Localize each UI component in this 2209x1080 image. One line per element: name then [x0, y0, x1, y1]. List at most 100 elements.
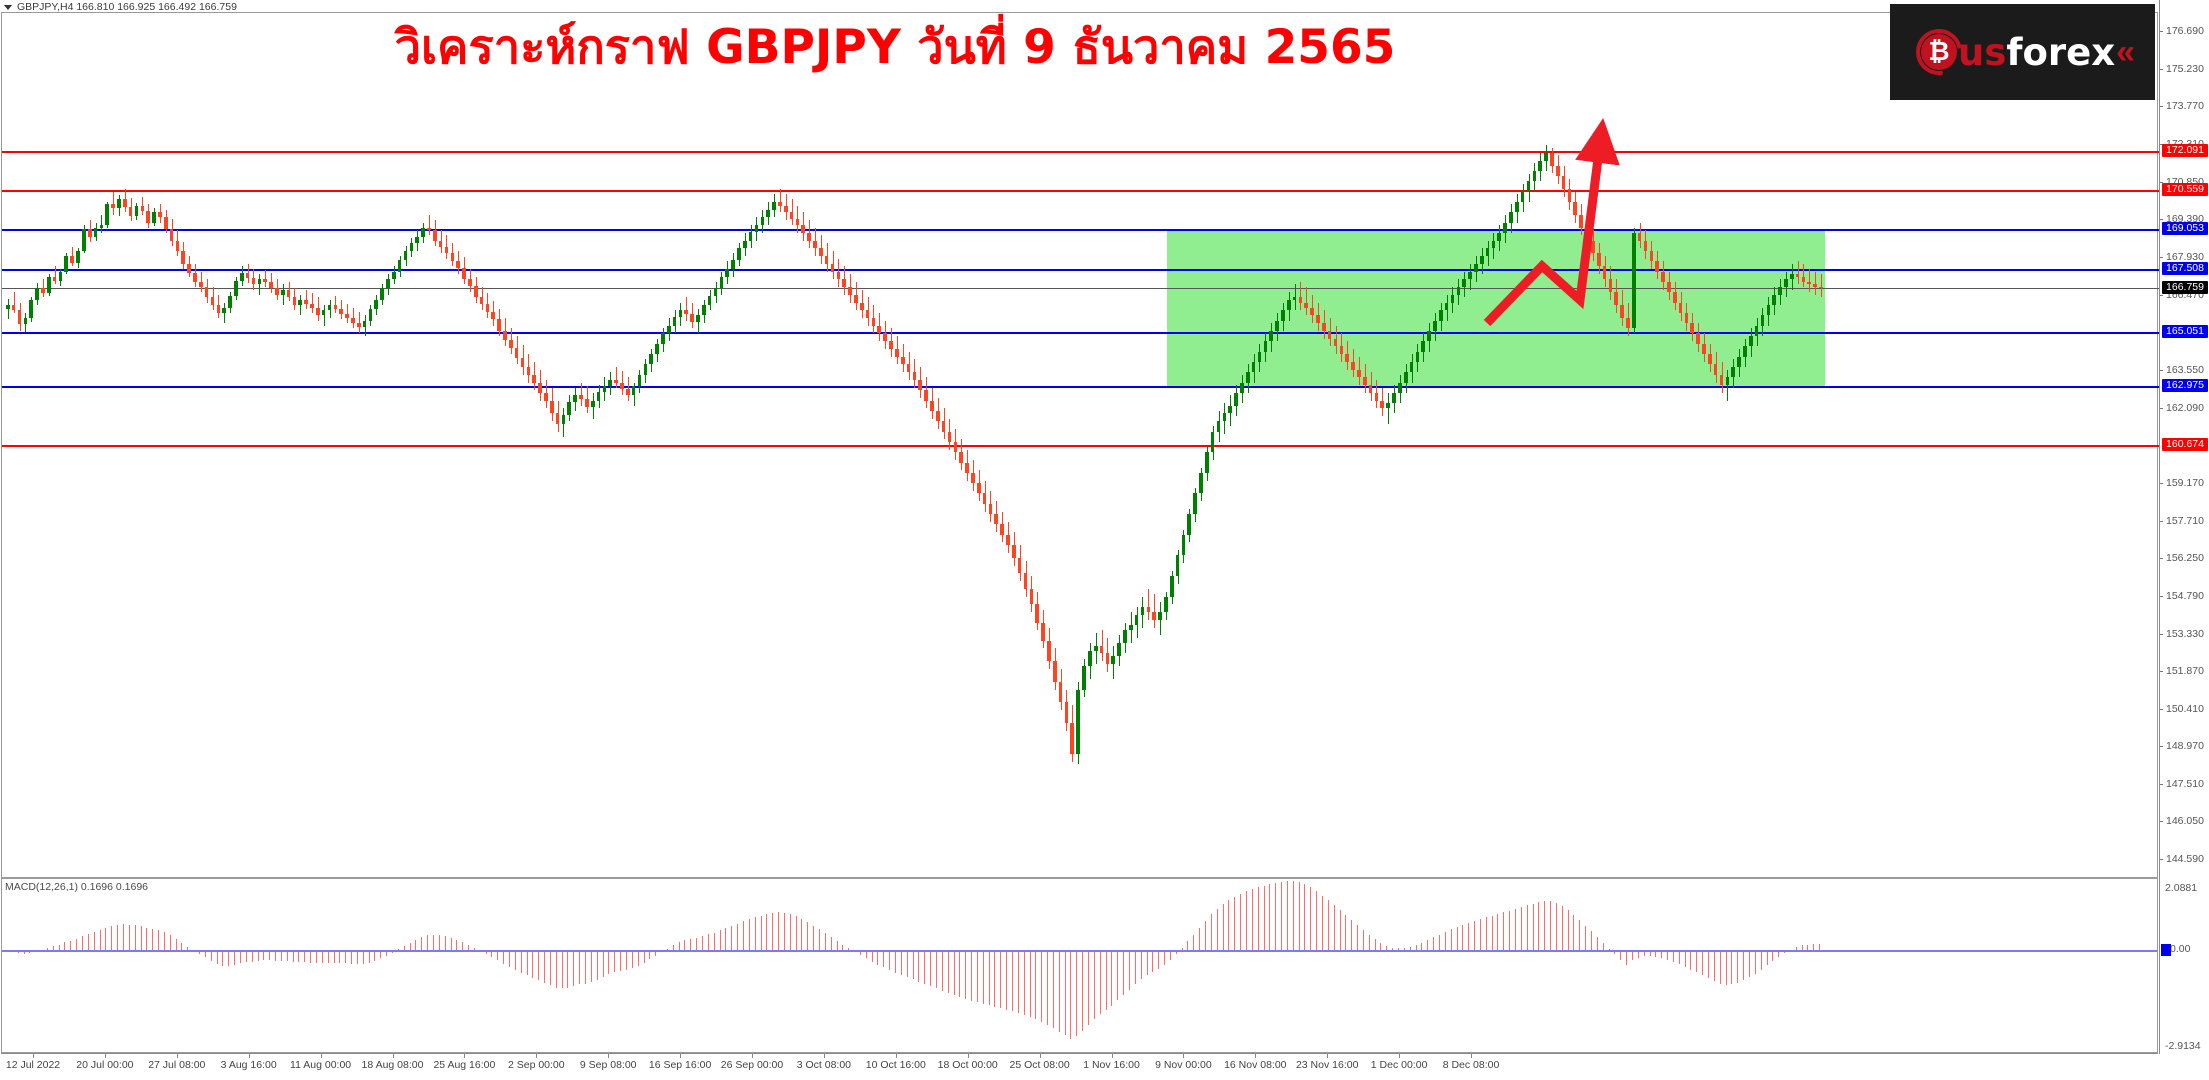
price-level-badge-169.053[interactable]: 169.053: [2162, 221, 2208, 235]
macd-bar: [509, 951, 510, 967]
macd-bar: [544, 951, 546, 983]
macd-bar: [1579, 920, 1581, 952]
macd-bar: [1409, 946, 1411, 952]
macd-zero-badge[interactable]: [2161, 944, 2171, 957]
macd-bar: [1117, 951, 1119, 1001]
level-line-172.091[interactable]: [2, 150, 2159, 153]
date-tick-label: 25 Oct 08:00: [1009, 1059, 1070, 1071]
macd-bar: [1708, 951, 1710, 979]
date-tick: [967, 1054, 969, 1058]
macd-bar: [1222, 903, 1224, 952]
macd-bar: [310, 951, 312, 963]
price-level-badge-172.091[interactable]: 172.091: [2162, 143, 2208, 157]
level-line-165.051[interactable]: [2, 332, 2159, 335]
symbol-ohlc-text: GBPJPY,H4 166.810 166.925 166.492 166.75…: [17, 1, 237, 13]
macd-bar: [1052, 951, 1054, 1029]
macd-bar: [1205, 920, 1207, 952]
macd-bar: [1620, 951, 1622, 960]
macd-bar: [772, 912, 774, 952]
macd-bar: [1088, 951, 1090, 1025]
price-tick-label: 147.510: [2166, 777, 2204, 790]
macd-bar: [719, 930, 721, 952]
macd-bar: [1327, 900, 1329, 952]
macd-indicator-pane[interactable]: [1, 878, 2158, 1053]
macd-bar: [1474, 920, 1476, 952]
level-line-166.759[interactable]: [2, 288, 2159, 290]
price-level-badge-162.975[interactable]: 162.975: [2162, 378, 2208, 392]
date-tick: [248, 1054, 250, 1058]
macd-bar: [912, 951, 914, 980]
macd-bar: [1339, 910, 1341, 952]
macd-bar: [438, 934, 440, 952]
price-axis[interactable]: 176.690175.230173.770172.310170.850169.3…: [2159, 0, 2209, 1054]
macd-bar: [1456, 927, 1458, 952]
macd-bar: [1199, 927, 1201, 952]
macd-bar: [374, 951, 376, 961]
level-line-160.674[interactable]: [2, 445, 2159, 448]
macd-bar: [485, 951, 487, 955]
macd-bar: [1713, 951, 1715, 981]
macd-bar: [1210, 914, 1212, 952]
date-tick: [33, 1054, 34, 1058]
price-level-badge-170.559[interactable]: 170.559: [2162, 183, 2208, 197]
macd-bar: [1006, 951, 1008, 1010]
price-level-badge-165.051[interactable]: 165.051: [2162, 325, 2208, 339]
macd-bar: [1468, 922, 1470, 952]
macd-bar: [713, 932, 715, 952]
macd-bar: [58, 944, 60, 952]
macd-bar: [444, 935, 446, 952]
macd-bar: [1427, 940, 1429, 952]
macd-bar: [187, 946, 189, 952]
macd-bar: [538, 951, 540, 981]
price-level-badge-167.508[interactable]: 167.508: [2162, 261, 2208, 275]
macd-bar: [421, 936, 423, 952]
macd-bar: [1403, 947, 1405, 952]
macd-bar: [1649, 951, 1651, 956]
macd-bar: [1737, 951, 1739, 983]
price-chart-pane[interactable]: [1, 12, 2159, 878]
level-line-162.975[interactable]: [2, 385, 2159, 388]
level-line-167.508[interactable]: [2, 268, 2159, 271]
macd-bar: [672, 945, 674, 952]
price-tick-label: 175.230: [2166, 62, 2204, 75]
price-level-badge-160.674[interactable]: 160.674: [2162, 438, 2208, 452]
macd-bar: [1286, 881, 1288, 952]
macd-bar: [988, 951, 990, 1006]
macd-bar: [333, 951, 335, 963]
macd-bar: [263, 951, 265, 961]
macd-bar: [339, 951, 341, 963]
macd-bar: [941, 951, 943, 991]
macd-bar: [555, 951, 557, 988]
macd-bar: [427, 934, 429, 952]
macd-bar: [1228, 900, 1230, 952]
macd-bar: [842, 944, 844, 952]
macd-bar: [450, 937, 452, 952]
date-tick-label: 9 Nov 00:00: [1155, 1059, 1212, 1071]
price-level-badge-166.759[interactable]: 166.759: [2162, 281, 2208, 295]
macd-bar: [82, 935, 84, 952]
level-line-170.559[interactable]: [2, 190, 2159, 193]
level-line-169.053[interactable]: [2, 228, 2159, 231]
macd-bar: [754, 917, 756, 952]
price-tick-label: 146.050: [2166, 815, 2204, 828]
macd-bar: [1778, 951, 1780, 958]
macd-bar: [1234, 896, 1236, 952]
macd-bar: [409, 942, 411, 952]
triangle-down-icon[interactable]: [4, 4, 12, 10]
price-tick-label: 148.970: [2166, 740, 2204, 753]
macd-bar: [1520, 907, 1522, 952]
macd-bar: [462, 942, 464, 952]
macd-bar: [1134, 951, 1136, 985]
macd-bar: [1076, 951, 1078, 1037]
macd-bar: [1655, 951, 1657, 957]
macd-bar: [1415, 944, 1417, 952]
macd-bar: [105, 927, 107, 952]
macd-zero-label: 0.00: [2170, 943, 2191, 956]
macd-bar: [935, 951, 937, 989]
macd-bar: [818, 929, 820, 952]
macd-bar: [1637, 951, 1639, 958]
date-tick-label: 26 Sep 00:00: [720, 1059, 784, 1071]
date-axis[interactable]: 12 Jul 2022 20 Jul 00:00 27 Jul 08:00 3 Aug…: [1, 1053, 2158, 1080]
macd-bar: [356, 951, 358, 965]
